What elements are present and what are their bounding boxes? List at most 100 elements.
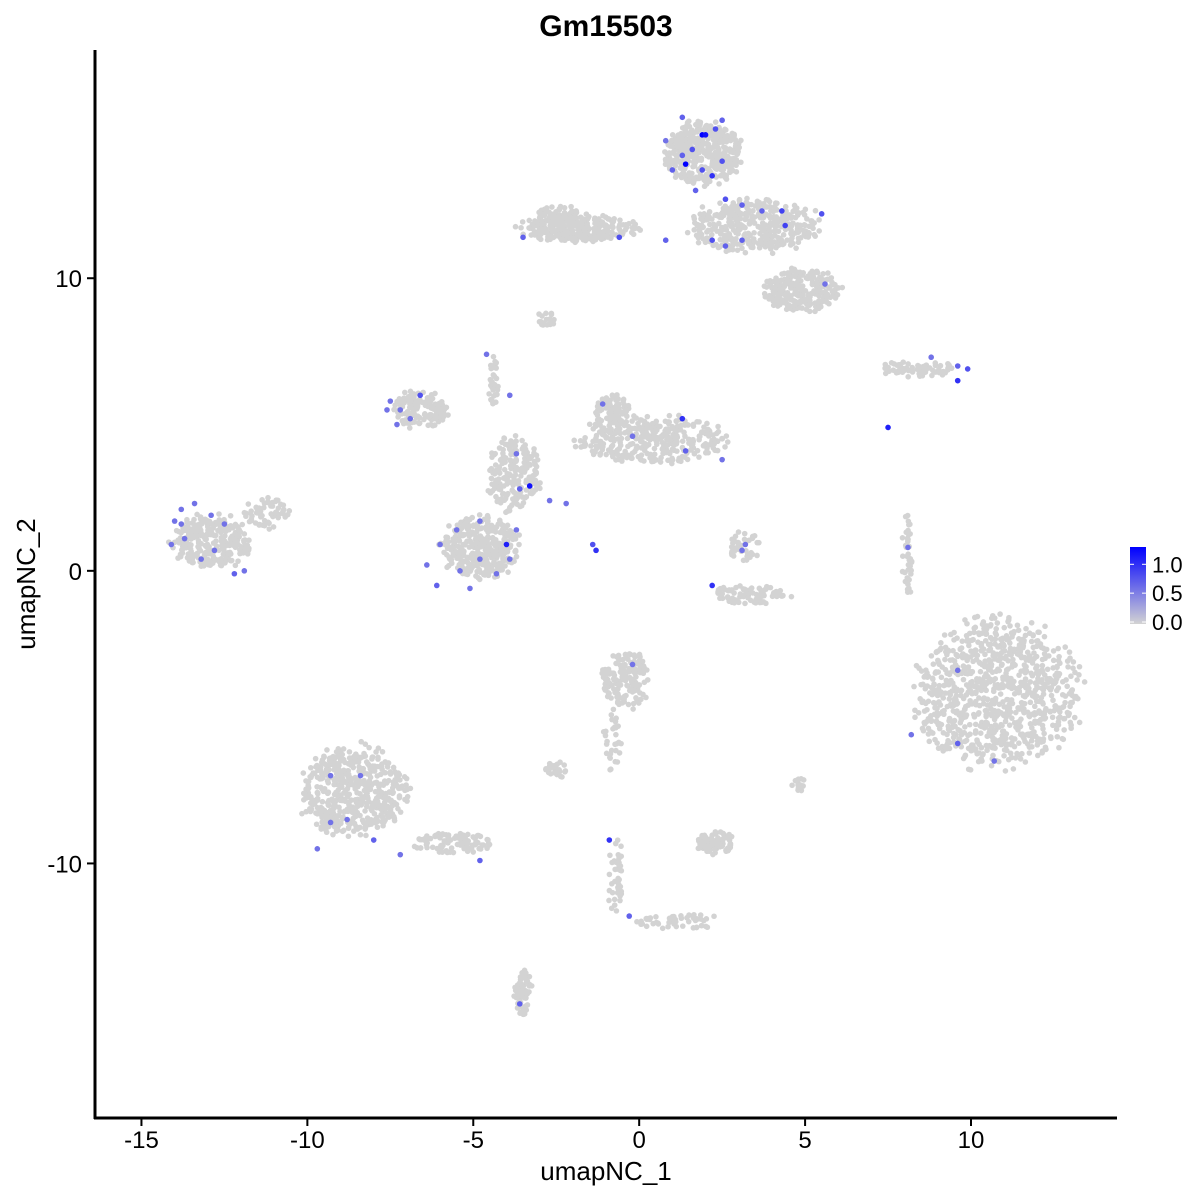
cell-point	[612, 741, 618, 748]
cell-point	[676, 138, 683, 145]
cell-point	[374, 814, 380, 821]
cell-point	[776, 235, 783, 242]
cell-point	[1050, 722, 1056, 729]
cell-point	[561, 227, 568, 233]
cell-point	[461, 548, 467, 555]
cell-point	[541, 210, 548, 217]
cell-point	[257, 521, 264, 528]
cell-point	[625, 452, 631, 459]
cell-point	[929, 372, 935, 379]
cell-point	[449, 545, 455, 551]
cell-point	[1024, 649, 1031, 656]
cell-point	[671, 157, 677, 164]
cell-point	[590, 425, 597, 432]
cell-point	[1081, 679, 1088, 685]
cell-point	[672, 439, 679, 446]
cell-point	[606, 871, 613, 878]
cell-point	[268, 511, 274, 517]
cell-point	[600, 729, 607, 735]
cell-point	[606, 897, 612, 904]
cell-point	[600, 441, 607, 447]
cell-point	[368, 821, 375, 827]
cell-point	[733, 169, 740, 175]
cell-point	[526, 455, 533, 461]
cell-point	[1043, 646, 1050, 653]
cell-point	[608, 695, 614, 701]
cell-point	[352, 807, 359, 814]
cell-point	[986, 663, 993, 670]
cell-point	[509, 496, 516, 502]
cell-point	[480, 842, 487, 848]
cell-point	[577, 438, 584, 444]
cell-point	[766, 213, 773, 219]
cell-point	[529, 473, 536, 479]
cell-point	[346, 749, 353, 755]
cell-point	[721, 151, 728, 157]
cell-point	[808, 218, 815, 224]
cell-point	[920, 369, 927, 375]
cell-point	[491, 373, 498, 380]
cell-point	[925, 731, 932, 737]
cell-point	[614, 694, 620, 700]
cell-point	[490, 387, 496, 393]
cell-point	[732, 160, 739, 167]
cell-point	[1011, 691, 1018, 697]
cell-point	[969, 701, 975, 707]
cell-point	[959, 638, 966, 644]
cell-point	[1028, 638, 1035, 645]
cell-point	[512, 458, 519, 464]
cell-point	[1076, 663, 1083, 670]
cell-point	[539, 313, 545, 319]
cell-point	[371, 780, 378, 786]
cell-point	[370, 800, 377, 806]
cell-point	[669, 455, 675, 462]
cell-point	[709, 832, 715, 839]
cell-point	[684, 229, 691, 236]
cell-point	[712, 119, 719, 125]
cell-point	[577, 214, 584, 221]
cell-point	[716, 147, 722, 153]
cell-point	[728, 587, 734, 594]
cell-point	[561, 209, 568, 216]
cell-point	[609, 682, 615, 688]
cell-point	[532, 461, 539, 468]
cell-point	[1014, 651, 1021, 657]
cell-point	[726, 247, 732, 253]
cell-point	[446, 555, 453, 562]
cell-point	[500, 446, 506, 453]
cell-point	[682, 422, 688, 428]
cell-point	[992, 745, 998, 751]
cell-point	[610, 706, 617, 713]
cell-point	[492, 529, 499, 535]
cell-point	[489, 398, 495, 404]
cell-point	[1050, 657, 1057, 664]
cell-point	[977, 679, 984, 685]
cell-point	[916, 665, 922, 671]
cell-point	[734, 247, 741, 253]
cell-point	[208, 520, 215, 527]
cell-point	[556, 206, 563, 212]
cell-point	[616, 226, 623, 232]
cell-point	[772, 279, 779, 285]
cell-point	[756, 202, 762, 209]
cell-point	[184, 519, 190, 525]
cell-point	[959, 651, 966, 658]
cell-point	[512, 548, 518, 555]
cell-point	[533, 452, 540, 459]
cell-point	[1052, 672, 1059, 679]
cell-point	[195, 537, 202, 544]
cell-point	[995, 643, 1001, 649]
cell-point	[611, 896, 618, 903]
cell-point	[339, 797, 345, 804]
cell-point	[613, 677, 619, 683]
cell-point	[761, 201, 767, 207]
cell-point	[994, 620, 1001, 626]
cell-point	[594, 412, 601, 418]
cell-point	[610, 224, 616, 231]
cell-point	[191, 516, 197, 523]
cell-point	[572, 443, 579, 450]
cell-point	[404, 408, 411, 415]
cell-point	[644, 667, 650, 673]
cell-point	[743, 589, 749, 595]
cell-point	[177, 553, 184, 560]
